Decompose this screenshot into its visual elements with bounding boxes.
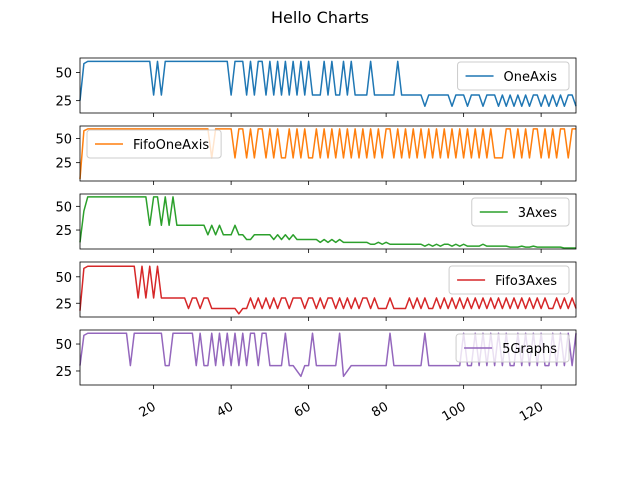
legend-label: 5Graphs xyxy=(502,342,557,357)
axes-frame-1 xyxy=(79,57,577,114)
legend-label: Fifo3Axes xyxy=(495,274,557,289)
legend-label: 3Axes xyxy=(518,206,557,221)
legend-2: FifoOneAxis xyxy=(86,129,222,159)
legend-box xyxy=(471,197,570,227)
legend-box xyxy=(86,129,222,159)
panel-4: 25 50 Fifo3Axes xyxy=(55,261,577,321)
legend-box xyxy=(457,61,570,91)
y-tick-label: 50 xyxy=(55,133,72,148)
x-tick-label: 40 xyxy=(214,399,236,420)
legend-1: OneAxis xyxy=(457,61,570,91)
panel-1: 25 50 OneAxis xyxy=(55,57,577,117)
x-tick-label: 20 xyxy=(137,399,159,420)
y-tick-label: 50 xyxy=(55,200,72,215)
y-tick-label: 25 xyxy=(55,95,72,110)
series-line-4 xyxy=(79,265,577,315)
legend-box xyxy=(448,265,570,295)
series-line-1 xyxy=(79,60,577,108)
y-tick-label: 25 xyxy=(55,224,72,239)
legend-5: 5Graphs xyxy=(455,333,570,363)
x-tick-label: 120 xyxy=(517,399,546,424)
x-tick-label: 80 xyxy=(369,399,391,420)
axes-frame-5 xyxy=(79,329,577,386)
y-tick-label: 50 xyxy=(55,271,72,286)
legend-label: OneAxis xyxy=(504,70,558,85)
axes-frame-4 xyxy=(79,261,577,318)
y-tick-label: 50 xyxy=(55,67,72,82)
legend-4: Fifo3Axes xyxy=(448,265,570,295)
series-line-2 xyxy=(79,128,576,180)
x-tick-label: 60 xyxy=(292,399,314,420)
y-tick-label: 25 xyxy=(55,365,72,380)
y-tick-label: 25 xyxy=(55,157,72,172)
legend-3: 3Axes xyxy=(471,197,570,227)
panel-5: 25 50 20 40 60 80 100 120 5Graphs xyxy=(55,329,577,425)
chart-title: Hello Charts xyxy=(271,8,369,27)
x-tick-label: 100 xyxy=(440,399,469,424)
y-tick-label: 25 xyxy=(55,297,72,312)
axes-frame-3 xyxy=(79,193,577,250)
panel-3: 25 50 3Axes xyxy=(55,193,577,253)
chart-panels: 25 50 OneAxis 25 50 FifoOneAxis 25 50 3Axes 25 50 F… xyxy=(55,57,577,425)
axes-frame-2 xyxy=(79,125,577,182)
series-line-3 xyxy=(79,196,576,249)
panel-2: 25 50 FifoOneAxis xyxy=(55,125,577,185)
legend-label: FifoOneAxis xyxy=(133,138,209,153)
legend-box xyxy=(455,333,570,363)
y-tick-label: 50 xyxy=(55,338,72,353)
